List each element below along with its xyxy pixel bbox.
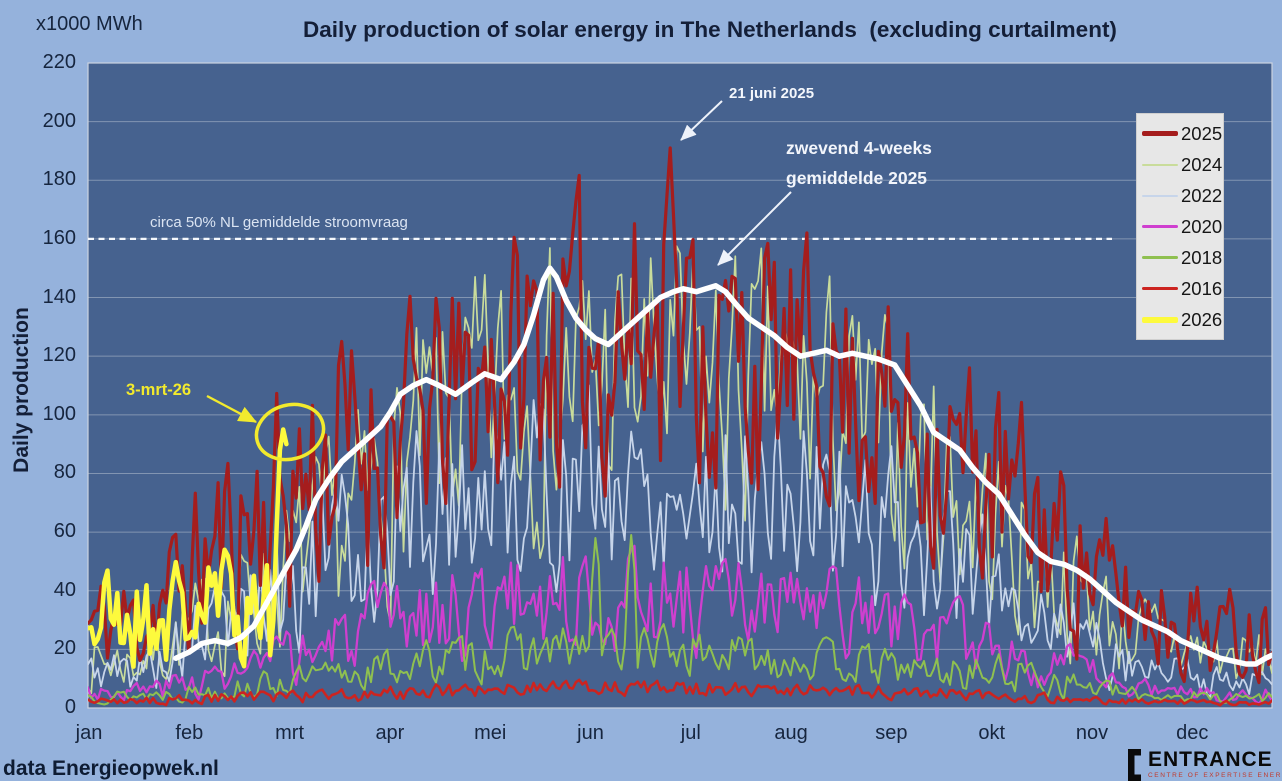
x-axis-label-nov: nov [1075,722,1109,744]
entrance-logo-subtitle: CENTRE OF EXPERTISE ENERGY [1148,772,1282,779]
y-axis-tick-220: 220 [42,51,76,73]
series-line-2020 [88,544,1272,705]
legend-label-2020: 2020 [1181,215,1223,237]
annotation-2026-spike: 3-mrt-26 [126,381,192,399]
spike-annotation-arrow [206,394,258,424]
x-axis-label-aug: aug [774,722,808,744]
x-axis-label-apr: apr [375,722,405,744]
legend-item-2024: 2024 [1142,154,1222,176]
legend-line-sample-2016 [1142,286,1178,291]
legend-line-sample-2026 [1142,316,1178,323]
legend-label-2018: 2018 [1181,246,1223,268]
y-axis-tick-80: 80 [53,461,76,484]
legend: 2025 2024 2022 2020 2018 2016 2026 [1136,113,1224,340]
legend-label-2025: 2025 [1181,122,1223,144]
legend-line-sample-2020 [1142,225,1178,228]
legend-label-2024: 2024 [1181,153,1223,175]
legend-label-2022: 2022 [1181,184,1223,206]
entrance-bracket-icon [1128,749,1141,781]
y-axis-tick-100: 100 [42,402,76,425]
y-axis-tick-120: 120 [42,344,76,367]
y-axis-tick-20: 20 [53,637,76,660]
series-line-2025 [88,146,1272,685]
entrance-logo-title: ENTRANCE [1148,748,1273,771]
x-axis-label-jan: jan [75,722,103,744]
legend-line-sample-2018 [1142,256,1178,259]
series-line-2016 [88,678,1272,707]
moving-average-annotation-arrow [717,191,792,266]
y-axis-tick-0: 0 [64,696,76,718]
annotation-peak-date: 21 juni 2025 [729,85,815,102]
x-axis-label-jun: jun [577,722,604,744]
x-axis-label-sep: sep [875,722,908,744]
legend-item-2016: 2016 [1142,278,1222,300]
series-group [88,146,1272,707]
legend-item-2020: 2020 [1142,216,1222,238]
annotation-moving-average-line2: gemiddelde 2025 [786,168,928,188]
series-line-2026 [88,427,289,669]
annotation-moving-average-line1: zwevend 4-weeks [786,138,932,158]
legend-line-sample-2025 [1142,131,1178,136]
series-line-2018 [88,534,1272,706]
page-title: Daily production of solar energy in The … [303,17,1117,42]
legend-label-2016: 2016 [1181,277,1223,299]
series-line-zwevend-4-weeks-gemiddelde-2025 [173,265,1272,667]
annotation-moving-average: zwevend 4-weeks gemiddelde 2025 [786,133,932,193]
entrance-logo: ENTRANCE CENTRE OF EXPERTISE ENERGY [1128,749,1282,781]
legend-label-2026: 2026 [1181,308,1223,330]
spike-highlight-ellipse [254,402,326,462]
threshold-label: circa 50% NL gemiddelde stroomvraag [150,214,408,231]
legend-item-2022: 2022 [1142,185,1222,207]
y-axis-tick-140: 140 [42,285,76,308]
legend-item-2026: 2026 [1142,309,1222,331]
x-axis-label-jul: jul [680,722,701,744]
series-line-2022 [88,384,1272,699]
y-axis-unit-label: x1000 MWh [36,13,143,35]
legend-item-2025: 2025 [1142,123,1222,145]
x-axis-label-feb: feb [175,722,204,744]
y-axis-tick-60: 60 [53,520,76,543]
legend-line-sample-2022 [1142,194,1178,197]
y-axis-tick-180: 180 [42,168,76,191]
plot-border [87,62,1273,709]
x-axis-label-okt: okt [978,722,1006,744]
peak-annotation-arrow [680,100,723,141]
legend-item-2018: 2018 [1142,247,1222,269]
legend-line-sample-2024 [1142,163,1178,166]
x-axis-label-dec: dec [1176,722,1209,744]
y-axis-tick-40: 40 [53,578,76,601]
data-source-credit: data Energieopwek.nl [3,757,219,780]
y-axis-tick-160: 160 [42,226,76,249]
x-axis-label-mrt: mrt [275,722,305,744]
y-axis-tick-200: 200 [42,109,76,132]
x-axis-label-mei: mei [474,722,507,744]
